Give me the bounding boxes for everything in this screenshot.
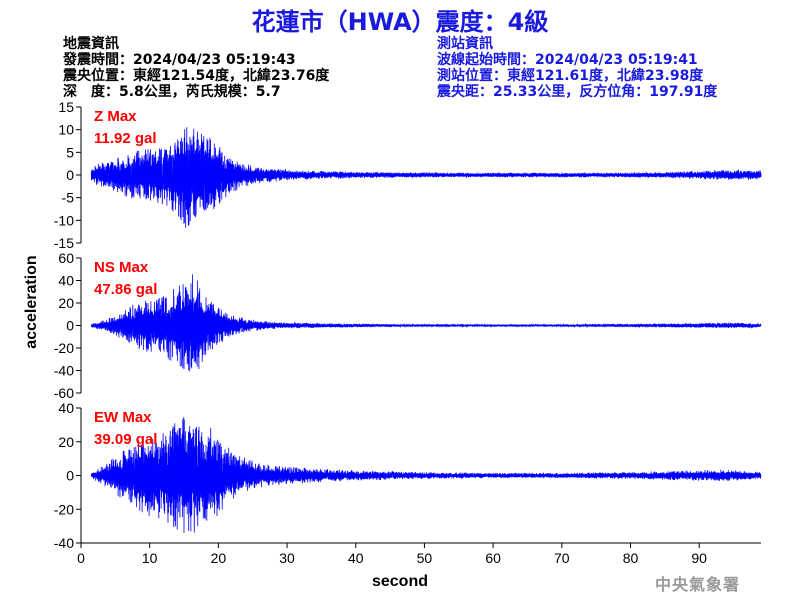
agency-name: 中央氣象署: [655, 575, 741, 594]
y-tick-label: -20: [54, 501, 74, 517]
y-tick-label: 40: [58, 400, 74, 416]
waveform-trace-ew: [90, 416, 762, 533]
panel-max-name: NS Max: [94, 259, 149, 276]
station-info: 測站資訊 波線起始時間：2024/04/23 05:19:41 測站位置：東經1…: [437, 36, 717, 100]
y-tick-label: 40: [58, 273, 74, 289]
y-axis-label: acceleration: [23, 255, 40, 348]
y-tick-label: -20: [54, 340, 74, 356]
x-tick-label: 80: [623, 550, 639, 566]
earthquake-info-heading: 地震資訊: [63, 36, 119, 52]
epicenter-location: 震央位置：東經121.54度，北緯23.76度: [63, 68, 330, 84]
y-tick-label: 20: [58, 295, 74, 311]
x-tick-label: 70: [554, 550, 570, 566]
x-tick-label: 30: [279, 550, 295, 566]
y-tick-label: -40: [54, 363, 74, 379]
x-tick-label: 20: [211, 550, 227, 566]
y-tick-label: 5: [66, 144, 74, 160]
station-info-heading: 測站資訊: [437, 36, 493, 52]
x-tick-label: 50: [417, 550, 433, 566]
chart-title: 花蓮市（HWA）震度：4級: [251, 8, 549, 36]
distance-azimuth: 震央距：25.33公里，反方位角：197.91度: [437, 84, 718, 100]
y-tick-label: -5: [62, 190, 75, 206]
origin-time: 發震時間：2024/04/23 05:19:43: [63, 52, 296, 68]
panel-max-value: 39.09 gal: [94, 431, 157, 448]
y-tick-label: 0: [66, 468, 74, 484]
x-tick-label: 40: [348, 550, 364, 566]
panel-max-value: 11.92 gal: [94, 130, 157, 147]
x-axis-label: second: [372, 573, 428, 590]
panel-max-name: EW Max: [94, 409, 152, 426]
y-tick-label: -10: [54, 212, 74, 228]
y-tick-label: 60: [58, 250, 74, 266]
x-tick-label: 0: [77, 550, 85, 566]
waveform-trace-z: [90, 127, 762, 228]
panel-max-name: Z Max: [94, 108, 137, 125]
wave-start-time: 波線起始時間：2024/04/23 05:19:41: [437, 52, 698, 68]
x-tick-label: 60: [485, 550, 501, 566]
y-tick-label: -40: [54, 535, 74, 551]
station-location: 測站位置：東經121.61度，北緯23.98度: [437, 68, 704, 84]
depth-magnitude: 深 度：5.8公里，芮氏規模：5.7: [63, 84, 281, 100]
x-tick-label: 10: [142, 550, 158, 566]
y-tick-label: 15: [58, 99, 74, 115]
y-tick-label: 0: [66, 167, 74, 183]
panel-max-value: 47.86 gal: [94, 281, 157, 298]
y-tick-label: -60: [54, 385, 74, 401]
y-tick-label: -15: [54, 235, 74, 251]
x-tick-label: 90: [691, 550, 707, 566]
earthquake-info: 地震資訊 發震時間：2024/04/23 05:19:43 震央位置：東經121…: [63, 36, 329, 100]
y-tick-label: 20: [58, 434, 74, 450]
waveform-trace-ns: [90, 274, 762, 372]
y-tick-label: 0: [66, 318, 74, 334]
y-tick-label: 10: [58, 122, 74, 138]
